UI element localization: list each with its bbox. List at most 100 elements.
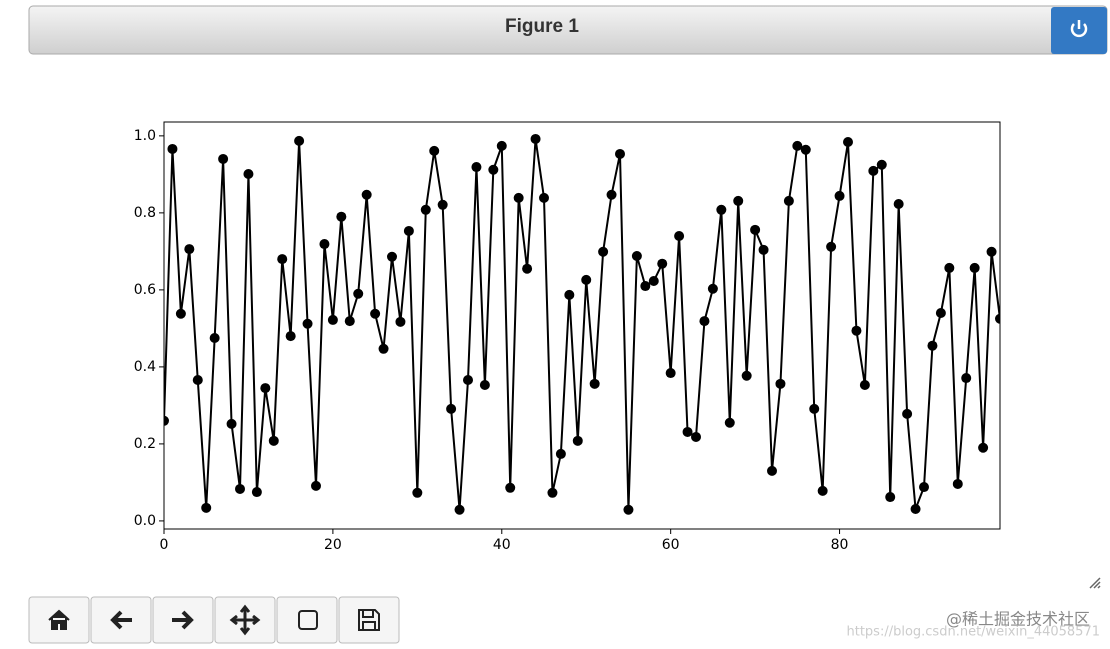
data-point [235, 483, 245, 494]
data-point [935, 307, 946, 318]
watermark-brand: @稀土掘金技术社区 [946, 610, 1090, 629]
figure-title: Figure 1 [505, 16, 579, 37]
data-point [192, 374, 203, 385]
data-point [344, 316, 355, 327]
data-point [218, 153, 229, 164]
data-point [226, 418, 237, 429]
data-point [623, 504, 634, 515]
data-point [539, 192, 549, 203]
pan-button[interactable] [214, 596, 276, 644]
data-point [488, 164, 499, 175]
data-point [800, 144, 811, 155]
x-tick-label: 60 [662, 537, 680, 553]
data-point [826, 241, 837, 252]
data-point [353, 288, 364, 299]
data-point [767, 465, 777, 476]
data-point [919, 482, 929, 493]
x-tick-label: 0 [160, 537, 169, 553]
data-point [927, 340, 938, 351]
data-point [615, 148, 625, 159]
data-point [750, 224, 761, 235]
data-point [699, 316, 710, 327]
data-point [834, 190, 845, 201]
data-point [530, 133, 541, 144]
data-line [164, 138, 1000, 510]
data-point [294, 135, 305, 146]
forward-button[interactable] [152, 596, 214, 644]
close-button[interactable] [1051, 7, 1107, 54]
data-point [454, 504, 465, 515]
data-point [851, 325, 862, 336]
data-point [395, 316, 406, 327]
data-point [876, 159, 887, 170]
y-tick-label: 0.0 [134, 513, 156, 529]
data-point [463, 374, 473, 385]
y-tick-label: 0.6 [134, 282, 156, 298]
data-point [961, 373, 972, 384]
data-point [868, 165, 879, 176]
data-point [986, 246, 997, 257]
data-point [910, 503, 921, 514]
data-point [446, 403, 457, 414]
data-point [598, 246, 609, 257]
data-point [378, 343, 389, 354]
toolbar [28, 596, 400, 644]
data-point [995, 313, 1000, 324]
data-point [606, 189, 617, 200]
data-point [952, 478, 963, 489]
data-point [674, 230, 685, 241]
data-point [471, 162, 482, 173]
data-point [164, 415, 169, 426]
data-point [370, 308, 381, 319]
data-point [564, 289, 575, 300]
data-point [631, 250, 642, 261]
data-point [175, 308, 186, 319]
data-point [691, 431, 701, 442]
data-point [437, 199, 448, 210]
data-point [733, 195, 744, 206]
data-point [555, 448, 566, 459]
data-point [184, 244, 195, 255]
back-button[interactable] [90, 596, 152, 644]
data-point [902, 408, 913, 419]
data-point [969, 262, 980, 273]
data-point [665, 368, 676, 379]
x-tick-label: 80 [831, 537, 849, 553]
data-point [648, 276, 659, 287]
data-point [775, 378, 786, 389]
y-tick-label: 0.8 [134, 205, 156, 221]
data-point [893, 199, 904, 210]
data-point [817, 485, 828, 496]
data-point [682, 426, 693, 437]
save-button[interactable] [338, 596, 400, 644]
data-point [716, 204, 727, 215]
data-point [327, 314, 338, 325]
data-point [944, 262, 955, 273]
data-point [792, 140, 803, 151]
data-point [758, 244, 769, 255]
x-tick-label: 40 [493, 537, 511, 553]
data-point [809, 403, 820, 414]
data-point [420, 204, 431, 215]
data-point [209, 333, 220, 344]
zoom-button[interactable] [276, 596, 338, 644]
data-point [547, 487, 558, 498]
data-point [859, 379, 870, 390]
data-point [783, 195, 794, 206]
data-point [243, 168, 254, 179]
data-point [251, 487, 262, 498]
data-point [319, 239, 330, 250]
data-point [336, 211, 347, 222]
data-point [657, 258, 668, 269]
data-point [522, 263, 533, 274]
home-button[interactable] [28, 596, 90, 644]
data-point [201, 502, 212, 513]
data-point [277, 254, 288, 265]
data-point [843, 137, 853, 148]
data-point [167, 143, 178, 154]
data-point [268, 435, 279, 446]
resize-grip[interactable] [1089, 577, 1101, 589]
data-point [387, 251, 397, 262]
y-tick-label: 1.0 [134, 128, 156, 144]
